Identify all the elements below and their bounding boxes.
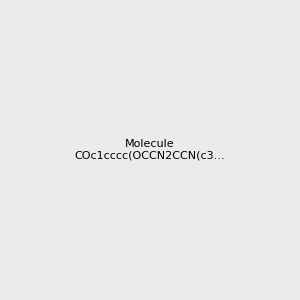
Text: Molecule
COc1cccc(OCCN2CCN(c3...: Molecule COc1cccc(OCCN2CCN(c3... (75, 139, 225, 161)
